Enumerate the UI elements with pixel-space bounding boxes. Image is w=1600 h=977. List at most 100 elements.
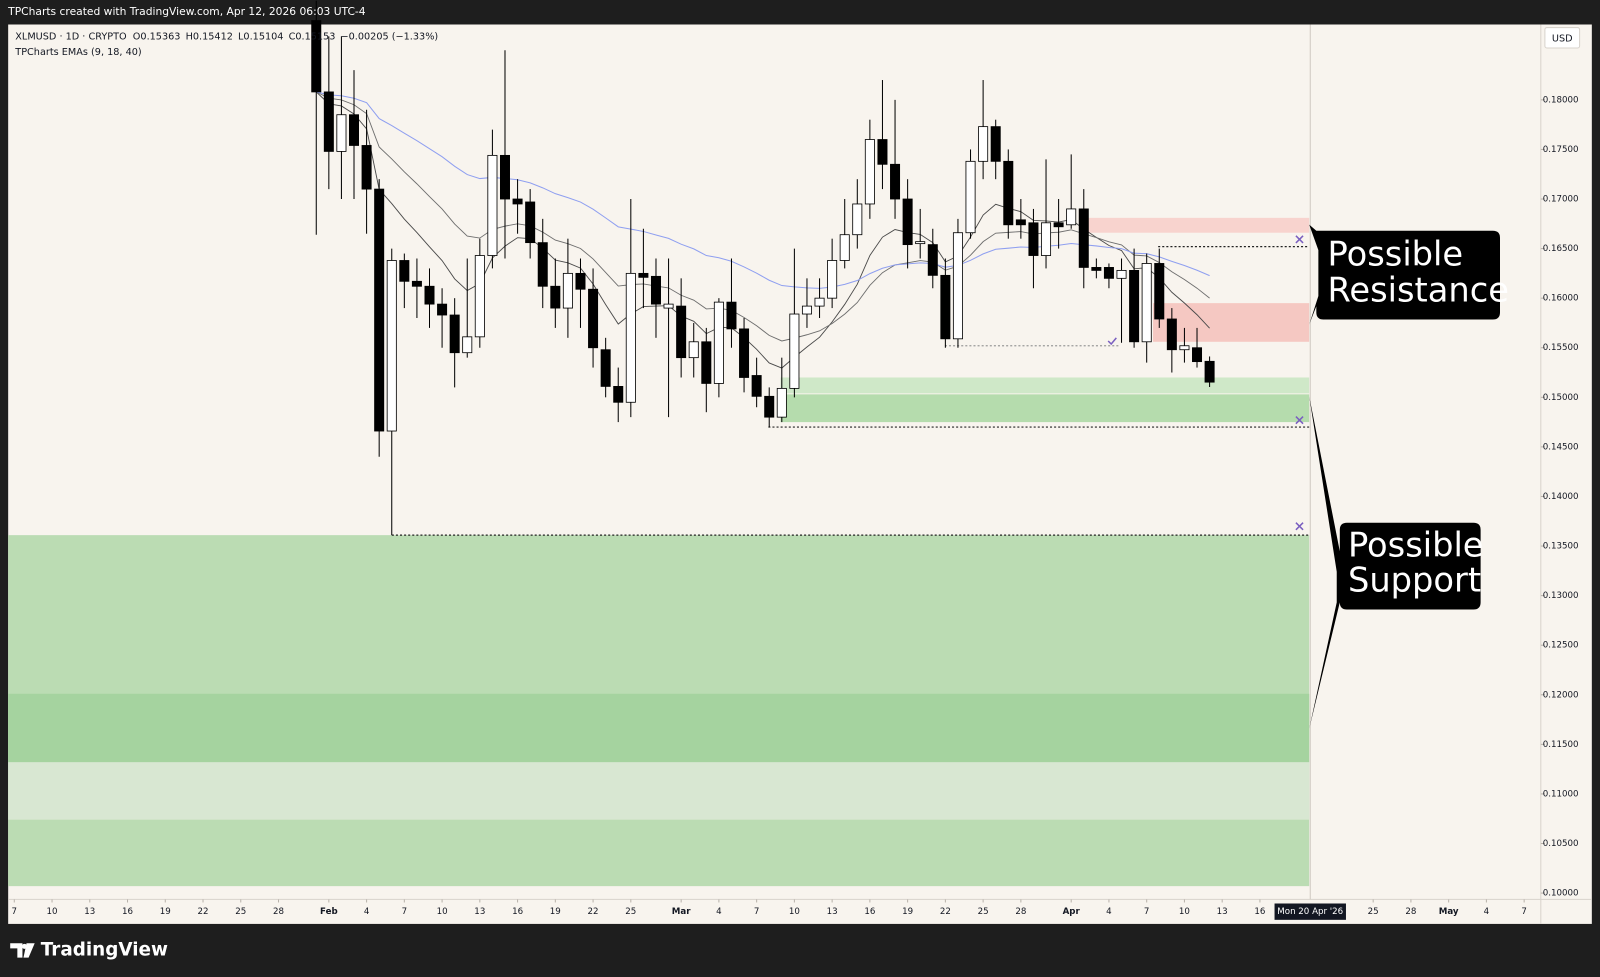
x-tick-label: 19 (902, 907, 913, 917)
emas (315, 91, 1210, 369)
check-marker (1107, 337, 1117, 346)
support-line-2: Support (1348, 560, 1481, 599)
legend-change: −0.00205 (−1.33%) (340, 32, 438, 43)
candle-body (663, 303, 674, 309)
candle-body (814, 297, 825, 307)
y-tick-label: 0.13000 (1543, 591, 1579, 601)
x-tick-label: Apr (1063, 907, 1081, 917)
x-tick-label: 16 (512, 907, 523, 917)
x-tick-label: 4 (364, 907, 370, 917)
candle-body (374, 188, 385, 432)
cross-marker (1295, 415, 1304, 425)
y-tick-label: 0.16500 (1543, 244, 1579, 254)
candle-body (1204, 360, 1215, 383)
candle-body (1179, 345, 1190, 351)
candle-body (588, 288, 599, 349)
candle-body (550, 285, 561, 309)
candle-body (764, 395, 775, 418)
candle-body (776, 387, 787, 418)
x-tick-label: 13 (84, 907, 95, 917)
candle-body (915, 241, 926, 245)
y-tick-label: 0.18000 (1543, 95, 1579, 105)
y-tick-label: 0.13500 (1543, 542, 1579, 552)
y-tick-label: 0.10000 (1543, 889, 1579, 899)
candle-body (499, 154, 510, 200)
x-tick-label: 25 (1368, 907, 1379, 917)
candle-body (676, 305, 687, 359)
candle-body (1066, 208, 1077, 226)
legend-close: 0.15153 (295, 32, 335, 43)
x-tick-label: 22 (940, 907, 951, 917)
axes: 0.10000 0.10500 0.11000 0.11500 0.12000 0.125… (12, 24, 1579, 920)
candle-body (952, 232, 963, 340)
candle-body (650, 275, 661, 305)
ohlc-legend: XLMUSD · 1D · CRYPTO O0.15363 H0.15412 L0.1… (15, 32, 438, 43)
y-tick-label: 0.12500 (1543, 641, 1579, 651)
x-tick-label: 25 (235, 907, 246, 917)
zone (1086, 217, 1310, 233)
y-tick-label: 0.10500 (1543, 839, 1579, 849)
candle-body (1028, 222, 1039, 256)
y-tick-label: 0.12000 (1543, 690, 1579, 700)
candle-body (852, 203, 863, 236)
candle-body (1015, 219, 1026, 226)
candle-body (1103, 267, 1114, 279)
x-tick-label: 25 (978, 907, 989, 917)
candle-body (625, 272, 636, 403)
x-tick-label: 22 (588, 907, 599, 917)
legend-high: 0.15412 (193, 32, 233, 43)
candle-body (739, 328, 750, 378)
x-tick-label: 19 (550, 907, 561, 917)
candle-body (713, 301, 724, 384)
candle-body (512, 198, 523, 205)
zone (780, 394, 1310, 423)
candle-body (399, 260, 410, 282)
x-tick-label: 10 (47, 907, 58, 917)
x-tick-label: 22 (198, 907, 209, 917)
cross-marker (1295, 522, 1304, 531)
x-tick-label: 10 (1179, 907, 1190, 917)
candle-body (789, 313, 800, 389)
x-tick-label: 16 (122, 907, 133, 917)
zone (1153, 303, 1310, 342)
legend-open: 0.15363 (140, 32, 180, 43)
indicator-legend: TPCharts EMAs (9, 18, 40) (14, 47, 141, 58)
candle-body (801, 305, 812, 315)
candle-body (839, 234, 850, 261)
candle-body (1166, 318, 1177, 351)
cross-marker (1295, 235, 1304, 244)
currency: USD (1552, 33, 1573, 44)
candle-body (537, 242, 548, 287)
candle-body (323, 91, 334, 152)
footer (0, 924, 1600, 977)
candle-body (1003, 160, 1014, 226)
candle-body (1078, 208, 1089, 268)
candle-body (638, 272, 649, 278)
legend-prefix: O (133, 32, 141, 43)
candle-body (525, 201, 536, 244)
x-tick-label: 7 (402, 907, 408, 917)
resistance-callout (1309, 224, 1500, 325)
header: TPCharts created with TradingView.com, A… (7, 5, 366, 18)
candle-body (890, 163, 901, 200)
x-tick-label: 28 (1405, 907, 1416, 917)
candle-body (449, 314, 460, 354)
candle-body (902, 198, 913, 246)
candle-body (1041, 222, 1052, 256)
candle-body (411, 280, 422, 287)
x-tick-label: 7 (1521, 907, 1527, 917)
x-tick-label: 28 (273, 907, 284, 917)
x-tick-label: Feb (320, 907, 338, 917)
x-tick-label: 7 (754, 907, 760, 917)
resistance-line-2: Resistance (1328, 270, 1509, 309)
candle-body (940, 274, 951, 340)
zone (8, 693, 1310, 763)
y-tick-label: 0.17000 (1543, 195, 1579, 205)
candle-body (462, 336, 473, 354)
y-tick-label: 0.16000 (1543, 294, 1579, 304)
candle-body (575, 272, 586, 290)
candle-body (927, 244, 938, 276)
candle-body (1053, 222, 1064, 228)
x-tick-label: 19 (160, 907, 171, 917)
